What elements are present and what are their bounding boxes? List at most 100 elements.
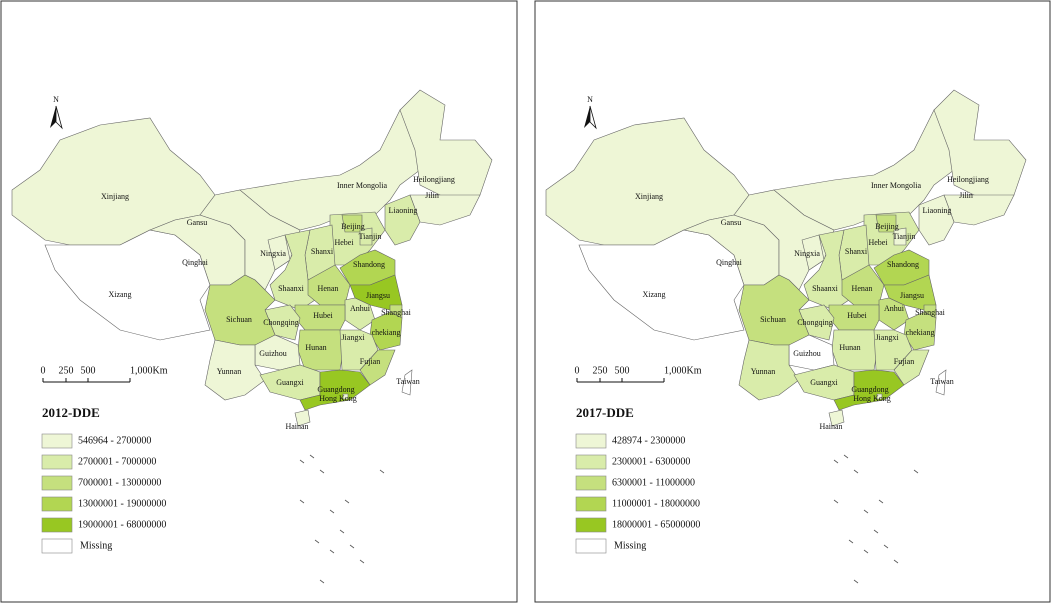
legend-swatch [575,475,607,491]
province-label: Hunan [839,343,860,352]
province-label: Chongqing [263,318,299,327]
island [853,579,859,584]
legend-label: 13000001 - 19000000 [78,498,166,509]
province [44,229,211,341]
province-label: Taiwan [396,377,419,386]
legend-swatch [41,433,73,449]
province-label: Xizang [642,290,665,299]
province-label: Hong Kong [319,394,357,403]
province-label: Yunnan [751,367,775,376]
legend-swatch [575,517,607,533]
legend-label: 6300001 - 11000000 [612,477,695,488]
legend-label: 546964 - 2700000 [78,435,151,446]
island [309,454,315,459]
province-label: Guangxi [810,378,838,387]
island [833,499,839,504]
legend-label: 428974 - 2300000 [612,435,685,446]
province-label: Shanxi [311,247,334,256]
province-label: Gansu [187,218,207,227]
legend-swatch [41,454,73,470]
island [843,454,849,459]
scale-label: 0 [41,365,46,376]
province-label: Guizhou [793,349,821,358]
legend-swatch [575,496,607,512]
province-label: Chongqing [797,318,833,327]
island [863,549,869,554]
province-label: Shandong [887,260,919,269]
map: Xinjiang Xizang Qinghai Gansu Inner Mongolia… [11,89,493,584]
province [833,369,905,411]
province-label: chekiang [906,328,935,337]
legend-swatch [575,433,607,449]
island [319,579,325,584]
province [943,194,1015,226]
legend-swatch [41,475,73,491]
province-label: Jilin [959,191,973,200]
island [299,459,305,464]
province-label: Jiangxi [875,333,899,342]
province-label: Tianjin [359,232,382,241]
province [738,339,800,401]
province-label: Inner Mongolia [337,181,387,190]
legend-label: 19000001 - 68000000 [78,519,166,530]
province-label: Jilin [425,191,439,200]
north-arrow [589,105,597,130]
province [399,89,493,201]
province-label: Heilongjiang [413,175,455,184]
province-label: Shaanxi [278,284,305,293]
province-label: Ningxia [260,249,286,258]
legend-label: Missing [614,540,646,551]
province-label: Fujian [360,357,380,366]
province-label: Beijing [875,222,899,231]
province [578,229,745,341]
province-label: Jiangxi [341,333,365,342]
island [873,529,879,534]
province [933,89,1027,201]
province [401,369,413,396]
legend-swatch [41,496,73,512]
province [294,409,311,427]
island [863,509,869,514]
province-label: Anhui [884,304,905,313]
province-label: Tianjin [893,232,916,241]
island [833,459,839,464]
scale-label: 500 [81,365,96,376]
province-label: Guangxi [276,378,304,387]
province-label: Xinjiang [101,192,129,201]
legend-label: 7000001 - 13000000 [78,477,161,488]
province-label: Henan [852,284,873,293]
province-label: Taiwan [930,377,953,386]
scale-label: 1,000Km [664,365,702,376]
island [349,544,355,549]
scale-label: 500 [615,365,630,376]
province-label: Ningxia [794,249,820,258]
island [883,544,889,549]
island [893,559,899,564]
province-label: Guizhou [259,349,287,358]
island [299,499,305,504]
island [329,509,335,514]
island [913,469,919,474]
province-label: Xinjiang [635,192,663,201]
province-label: Hong Kong [853,394,891,403]
north-arrow [55,105,63,130]
province [359,227,373,246]
province-label: Henan [318,284,339,293]
province-label: Shanghai [381,308,412,317]
legend-swatch [575,538,607,554]
province-label: Hebei [334,238,354,247]
province-label: Hunan [305,343,326,352]
province-label: Guangdong [851,385,888,394]
province-label: Liaoning [923,206,952,215]
province [299,369,371,411]
province-label: Hainan [285,422,308,431]
island [329,549,335,554]
legend-title: 2017-DDE [576,405,634,420]
province [935,369,947,396]
province-label: Qinghai [716,258,743,267]
scale-label: 250 [59,365,74,376]
province-label: Jiangsu [366,291,390,300]
panel-frame [534,0,1051,603]
panel-frame [0,0,518,603]
province-label: Inner Mongolia [871,181,921,190]
